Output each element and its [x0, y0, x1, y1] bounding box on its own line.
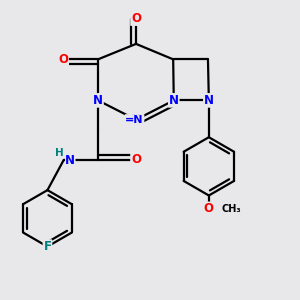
Text: O: O: [204, 202, 214, 215]
Text: N: N: [93, 94, 103, 107]
Text: H: H: [55, 148, 64, 158]
Text: F: F: [44, 240, 52, 253]
Text: N: N: [65, 154, 75, 167]
Text: =N: =N: [125, 115, 144, 125]
Text: O: O: [58, 53, 68, 66]
Text: N: N: [131, 113, 141, 126]
Text: O: O: [131, 153, 141, 166]
Text: N: N: [204, 94, 214, 107]
Text: CH₃: CH₃: [221, 204, 241, 214]
Text: N: N: [169, 94, 179, 107]
Text: O: O: [131, 12, 141, 25]
